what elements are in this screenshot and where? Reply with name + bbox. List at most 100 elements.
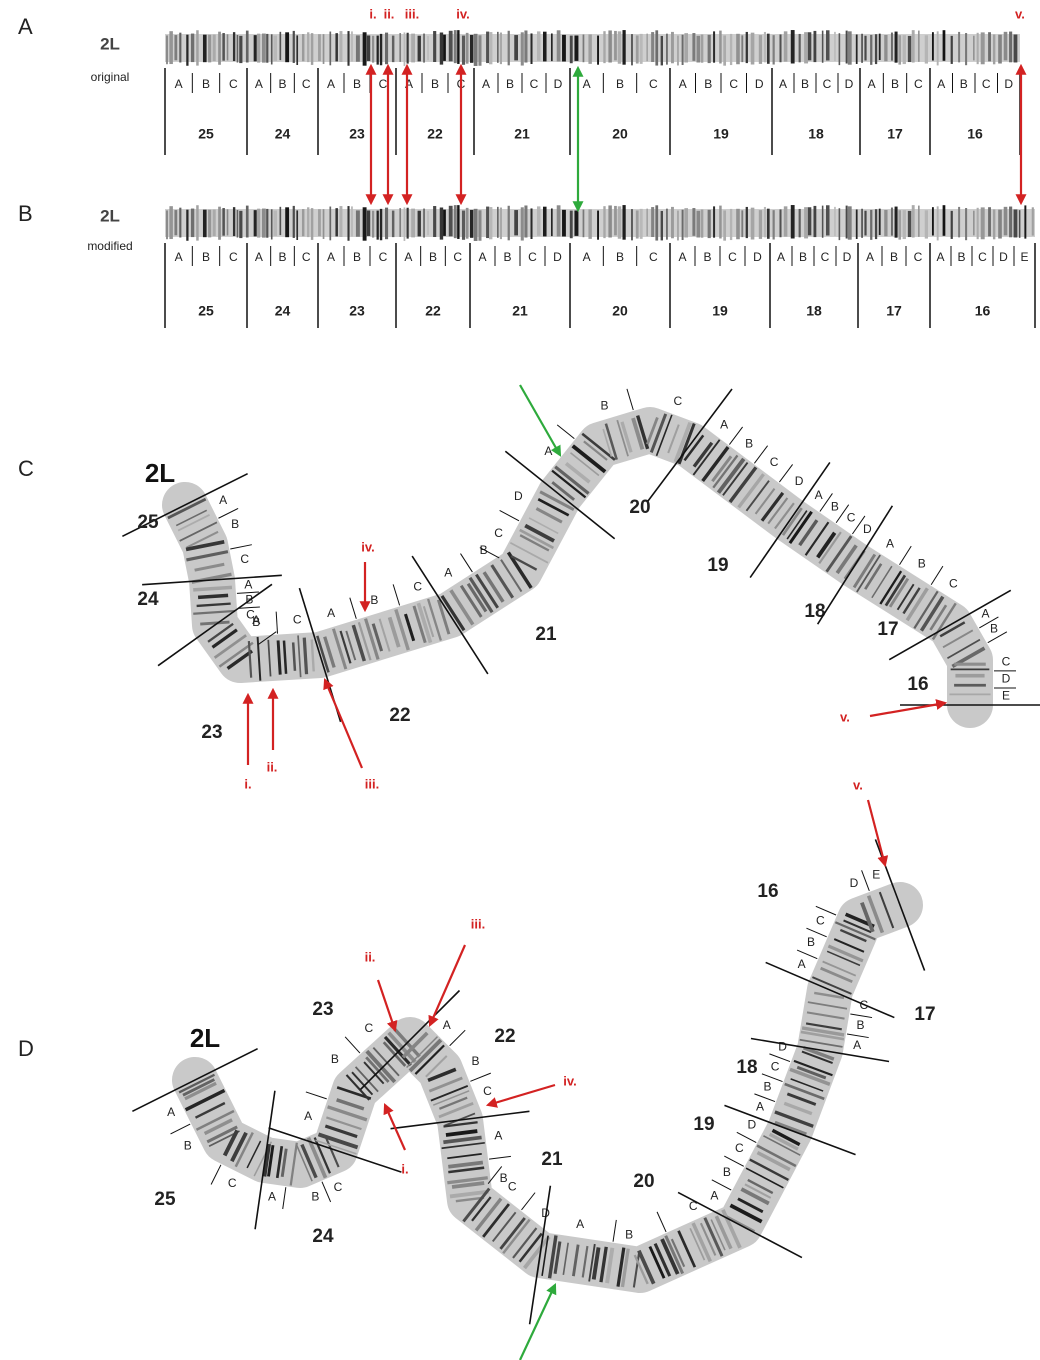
- division-number: 25: [154, 1189, 176, 1210]
- band-tick: [211, 1165, 221, 1185]
- band-letter: C: [982, 77, 991, 91]
- band-letter: B: [500, 1171, 508, 1185]
- arrow-label: iv.: [361, 539, 375, 554]
- band-letter: B: [703, 250, 711, 264]
- band-letter: D: [1004, 77, 1013, 91]
- arrow-label: iii.: [365, 776, 379, 791]
- band-letter: C: [649, 77, 658, 91]
- panel-letter: B: [18, 201, 33, 226]
- band-tick: [500, 510, 519, 520]
- division-number: 25: [198, 126, 214, 142]
- band-tick: [627, 389, 633, 410]
- division-number: 23: [312, 999, 333, 1020]
- red-arrow: [378, 980, 395, 1030]
- division-number: 16: [757, 881, 778, 902]
- band-letter: D: [554, 77, 563, 91]
- division-number: 24: [312, 1226, 334, 1247]
- band-letter: C: [229, 250, 238, 264]
- drawing: ABCD2LoriginalABC25ABC24ABC23ABC22ABCD21…: [18, 6, 1040, 1360]
- band-letter: D: [843, 250, 852, 264]
- band-letter: B: [704, 77, 712, 91]
- panel-letter: D: [18, 1036, 34, 1061]
- band-tick: [489, 1156, 511, 1159]
- arrow-label: i.: [369, 6, 376, 21]
- division-number: 21: [535, 624, 557, 645]
- band-letter: B: [278, 250, 286, 264]
- band-letter: B: [506, 77, 514, 91]
- division-number: 24: [275, 126, 291, 142]
- division-number: 23: [349, 126, 365, 142]
- band-tick: [470, 1073, 490, 1081]
- band-tick: [283, 1187, 286, 1209]
- band-letter: D: [795, 474, 804, 488]
- band-letter: C: [978, 250, 987, 264]
- band-letter: D: [748, 1117, 757, 1131]
- division-number: 20: [633, 1171, 654, 1192]
- band-letter: A: [853, 1038, 861, 1052]
- band-tick: [899, 546, 911, 565]
- band-letter: B: [231, 517, 239, 531]
- arrow-label: ii.: [384, 6, 395, 21]
- band-letter: E: [872, 868, 880, 882]
- band-letter: C: [771, 1060, 780, 1074]
- band-letter: B: [472, 1054, 480, 1068]
- red-arrow: [325, 680, 362, 768]
- division-number: 21: [541, 1149, 563, 1170]
- band-letter: A: [583, 77, 591, 91]
- band-letter: A: [756, 1100, 764, 1114]
- band-letter: A: [798, 957, 806, 971]
- arrow-label: i.: [401, 1161, 408, 1176]
- division-number: 24: [137, 589, 159, 610]
- band-letter: B: [890, 250, 898, 264]
- division-number: 22: [389, 705, 410, 726]
- band-tick: [306, 1092, 327, 1099]
- band-letter: C: [453, 250, 462, 264]
- band-tick: [461, 554, 473, 573]
- band-letter: A: [244, 577, 252, 591]
- band-tick: [521, 1193, 535, 1210]
- band-letter: A: [544, 444, 552, 458]
- band-tick: [931, 566, 943, 585]
- band-letter: C: [949, 577, 958, 591]
- division-number: 21: [512, 303, 528, 319]
- arrow-label: v.: [853, 777, 863, 792]
- band-letter: B: [764, 1080, 772, 1094]
- division-number: 22: [425, 303, 441, 319]
- band-letter: C: [735, 1141, 744, 1155]
- band-letter: A: [444, 566, 452, 580]
- band-letter: A: [255, 250, 263, 264]
- division-number: 19: [713, 126, 729, 142]
- band-letter: B: [331, 1052, 339, 1066]
- band-letter: B: [370, 593, 378, 607]
- band-tick: [557, 425, 574, 439]
- panel-letter: C: [18, 456, 34, 481]
- band-letter: C: [293, 613, 302, 627]
- band-letter: A: [327, 606, 335, 620]
- band-letter: C: [729, 77, 738, 91]
- division-number: 23: [201, 722, 222, 743]
- arrow-label: iii.: [471, 916, 485, 931]
- band-letter: A: [219, 493, 227, 507]
- band-letter: C: [530, 77, 539, 91]
- band-letter: A: [779, 77, 787, 91]
- band-letter: D: [999, 250, 1008, 264]
- band-letter: B: [252, 615, 260, 629]
- band-letter: A: [478, 250, 486, 264]
- band-letter: A: [679, 77, 687, 91]
- band-tick: [657, 1212, 666, 1232]
- division-number: 22: [427, 126, 443, 142]
- division-number: 24: [275, 303, 291, 319]
- band-letter: A: [720, 418, 728, 432]
- band-letter: C: [847, 511, 856, 525]
- arrow-label: iv.: [456, 6, 470, 21]
- green-arrow: [520, 1285, 555, 1360]
- band-letter: C: [379, 77, 388, 91]
- band-letter: C: [508, 1180, 517, 1194]
- division-number: 20: [612, 126, 628, 142]
- division-number: 25: [198, 303, 214, 319]
- band-letter: A: [175, 250, 183, 264]
- division-number: 17: [887, 126, 903, 142]
- caption: original: [91, 70, 130, 84]
- band-letter: D: [778, 1040, 787, 1054]
- division-number: 16: [975, 303, 991, 319]
